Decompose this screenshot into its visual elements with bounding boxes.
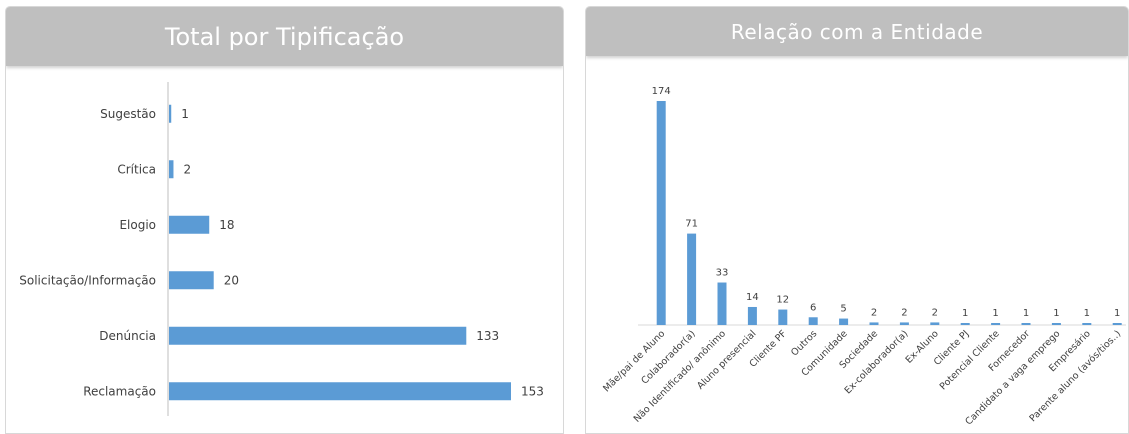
tipificacao-value-label: 133 [476, 329, 499, 343]
tipificacao-value-label: 153 [521, 384, 544, 398]
relacao-value-label: 1 [1084, 308, 1090, 319]
tipificacao-category-label: Sugestão [100, 107, 156, 121]
relacao-value-label: 12 [776, 295, 789, 306]
relacao-value-label: 2 [901, 307, 907, 318]
relacao-bar [808, 317, 818, 325]
relacao-value-label: 1 [1023, 308, 1029, 319]
relacao-bar [778, 309, 788, 325]
relacao-value-label: 174 [652, 86, 671, 97]
relacao-value-label: 33 [716, 268, 729, 279]
relacao-bar [1021, 323, 1031, 325]
relacao-bar [899, 322, 909, 325]
relacao-value-label: 1 [1053, 308, 1059, 319]
tipificacao-bar [169, 104, 172, 123]
relacao-bar [930, 322, 940, 325]
tipificacao-category-label: Reclamação [83, 384, 156, 398]
tipificacao-value-label: 20 [224, 273, 239, 287]
tipificacao-title: Total por Tipificação [6, 7, 563, 66]
relacao-bar [1112, 323, 1122, 325]
tipificacao-chart: Sugestão 1 Crítica 2 Elogio 18 Solicitação/Inf… [19, 82, 544, 416]
tipificacao-value-label: 2 [183, 162, 191, 176]
tipificacao-bar [169, 271, 214, 290]
tipificacao-value-label: 1 [181, 107, 189, 121]
tipificacao-bar [169, 215, 210, 234]
relacao-bar [1051, 323, 1061, 325]
relacao-bar [869, 322, 879, 325]
relacao-bar [687, 233, 697, 325]
relacao-value-label: 71 [685, 219, 698, 230]
relacao-category-label: Colaborador(a) [639, 328, 697, 386]
tipificacao-bar [169, 326, 467, 345]
relacao-category-label: Outros [789, 328, 819, 358]
relacao-bar [960, 323, 970, 325]
tipificacao-category-label: Elogio [119, 218, 156, 232]
tipificacao-category-label: Solicitação/Informação [19, 273, 156, 287]
relacao-bar [656, 101, 666, 325]
relacao-value-label: 14 [746, 292, 759, 303]
relacao-value-label: 5 [840, 304, 846, 315]
tipificacao-category-label: Denúncia [99, 329, 156, 343]
relacao-value-label: 1 [1114, 308, 1120, 319]
relacao-value-label: 2 [871, 307, 877, 318]
relacao-value-label: 1 [992, 308, 998, 319]
relacao-title: Relação com a Entidade [586, 7, 1128, 56]
tipificacao-bar [169, 382, 511, 401]
relacao-panel: Relação com a Entidade 174 Mãe/pai de Alu… [585, 6, 1129, 434]
tipificacao-bar [169, 160, 174, 179]
tipificacao-category-label: Crítica [117, 162, 156, 176]
relacao-bar [991, 323, 1001, 325]
relacao-value-label: 2 [932, 307, 938, 318]
relacao-value-label: 6 [810, 302, 816, 313]
relacao-bar [839, 318, 849, 325]
relacao-bar [717, 282, 727, 325]
tipificacao-panel: Total por Tipificação Sugestão 1 Crítica 2 E… [5, 6, 564, 434]
relacao-value-label: 1 [962, 308, 968, 319]
relacao-bar [1082, 323, 1092, 325]
tipificacao-value-label: 18 [219, 218, 234, 232]
relacao-bar [747, 306, 757, 325]
